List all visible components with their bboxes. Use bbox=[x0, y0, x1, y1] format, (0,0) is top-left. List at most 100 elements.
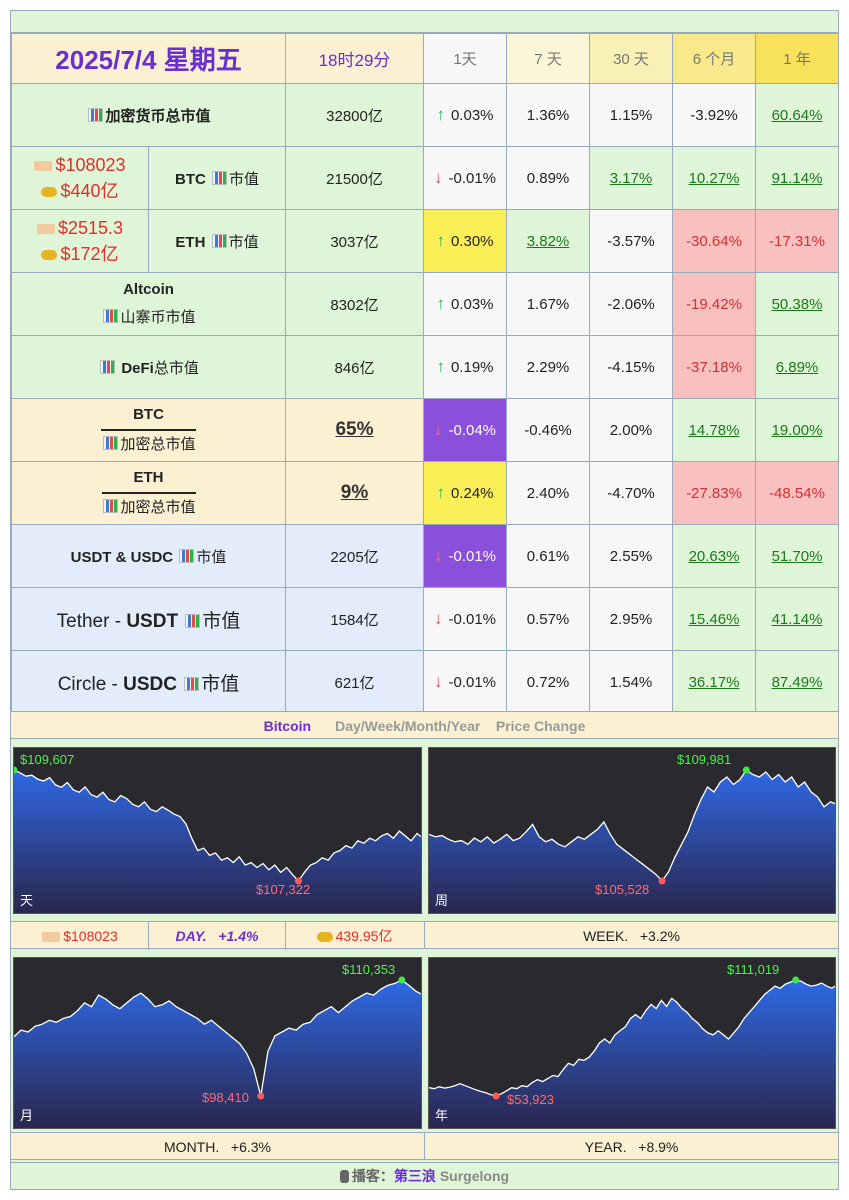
time-title: 18时29分 bbox=[318, 51, 391, 70]
max-point bbox=[742, 766, 750, 774]
row-label: Altcoin 山寨币市值 bbox=[11, 272, 286, 336]
change-30d: 1.15% bbox=[589, 83, 673, 147]
tab-30d[interactable]: 30 天 bbox=[589, 33, 673, 84]
row-label: DeFi总市值 bbox=[11, 335, 286, 399]
change-6m: -3.92% bbox=[672, 83, 756, 147]
chart-period-label: 周 bbox=[435, 893, 449, 908]
row-value: 8302亿 bbox=[285, 272, 424, 336]
row-label: USDT & USDC 市值 bbox=[11, 524, 286, 588]
week-change: WEEK. +3.2% bbox=[424, 921, 838, 949]
change-1d: ↓ -0.01% bbox=[423, 524, 507, 588]
row-usdc: Circle - USDC 市值 621亿 ↓ -0.01% 0.72% 1.54… bbox=[11, 650, 839, 714]
eth-price-cell: $2515.3 $172亿 bbox=[11, 209, 149, 273]
footer-prefix: 播客： bbox=[351, 1168, 394, 1184]
change-1y[interactable]: 60.64% bbox=[755, 83, 839, 147]
bar-chart-icon bbox=[211, 233, 227, 248]
change-1y[interactable]: 91.14% bbox=[755, 146, 839, 210]
tab-7d[interactable]: 7 天 bbox=[506, 33, 590, 84]
chart-year-svg bbox=[429, 976, 835, 1128]
day-info-bar: $108023 DAY. +1.4% 439.95亿 bbox=[11, 921, 424, 950]
chart-week[interactable]: $109,981 $105,528 周 bbox=[428, 747, 836, 914]
row-value: 621亿 bbox=[285, 650, 424, 714]
price-tag-icon bbox=[36, 224, 55, 235]
row-defi: DeFi总市值 846亿 ↑ 0.19% 2.29% -4.15% -37.18%… bbox=[11, 335, 839, 399]
row-value: 21500亿 bbox=[285, 146, 424, 210]
coins-icon bbox=[41, 187, 58, 198]
change-7d: -0.46% bbox=[506, 398, 590, 462]
change-1y[interactable]: 41.14% bbox=[755, 587, 839, 651]
header-row: 2025/7/4 星期五 18时29分 1天 7 天 30 天 6 个月 1 年 bbox=[11, 33, 839, 84]
min-point bbox=[492, 1092, 500, 1100]
change-6m[interactable]: 20.63% bbox=[672, 524, 756, 588]
max-point bbox=[398, 976, 406, 984]
eth-price: $2515.3 bbox=[57, 218, 124, 238]
min-point bbox=[658, 877, 666, 885]
arrow-down-icon: ↓ bbox=[433, 546, 443, 565]
change-1y: -48.54% bbox=[755, 461, 839, 525]
podcast-handle[interactable]: Surgelong bbox=[439, 1168, 510, 1184]
change-1d: ↓ -0.01% bbox=[423, 587, 507, 651]
change-6m[interactable]: 15.46% bbox=[672, 587, 756, 651]
date-title: 2025/7/4 星期五 bbox=[55, 45, 242, 75]
change-1y[interactable]: 87.49% bbox=[755, 650, 839, 714]
row-value: 65% bbox=[285, 398, 424, 462]
tab-6m[interactable]: 6 个月 bbox=[672, 33, 756, 84]
time-cell: 18时29分 bbox=[285, 33, 424, 84]
change-6m: -19.42% bbox=[672, 272, 756, 336]
change-30d: 2.00% bbox=[589, 398, 673, 462]
row-btc-dominance: BTC 加密总市值 65% ↓ -0.04% -0.46% 2.00% 14.78… bbox=[11, 398, 839, 462]
bar-chart-icon bbox=[185, 613, 201, 628]
chart-year[interactable]: $111,019 $53,923 年 bbox=[428, 957, 836, 1129]
price-tag-icon bbox=[34, 161, 53, 172]
change-1y[interactable]: 6.89% bbox=[755, 335, 839, 399]
tab-1y[interactable]: 1 年 bbox=[755, 33, 839, 84]
price-tag-icon bbox=[42, 932, 61, 943]
row-label: ETH 市值 bbox=[148, 209, 286, 273]
coins-icon bbox=[41, 250, 58, 261]
change-6m[interactable]: 36.17% bbox=[672, 650, 756, 714]
change-6m: -30.64% bbox=[672, 209, 756, 273]
chart-day[interactable]: $109,607 $107,322 天 bbox=[13, 747, 422, 914]
arrow-down-icon: ↓ bbox=[433, 672, 443, 691]
change-6m: -37.18% bbox=[672, 335, 756, 399]
arrow-up-icon: ↑ bbox=[436, 231, 445, 250]
btc-price-cell: $108023 $440亿 bbox=[11, 146, 149, 210]
arrow-up-icon: ↑ bbox=[436, 105, 445, 124]
microphone-icon bbox=[339, 1170, 349, 1183]
btc-price: $108023 bbox=[63, 928, 118, 944]
row-label: ETH 加密总市值 bbox=[11, 461, 286, 525]
bitcoin-section-title: Bitcoin Day/Week/Month/Year Price Change bbox=[11, 711, 838, 739]
bar-chart-icon bbox=[103, 436, 119, 450]
chart-month-svg bbox=[14, 976, 421, 1128]
arrow-down-icon: ↓ bbox=[433, 609, 443, 628]
bar-chart-icon bbox=[103, 499, 119, 513]
btc-price: $108023 bbox=[55, 155, 126, 175]
chart-min-label: $98,410 bbox=[202, 1090, 249, 1105]
change-1y[interactable]: 50.38% bbox=[755, 272, 839, 336]
change-1d: ↑ 0.19% bbox=[423, 335, 507, 399]
row-altcoin: Altcoin 山寨币市值 8302亿 ↑ 0.03% 1.67% -2.06% … bbox=[11, 272, 839, 336]
chart-month[interactable]: $110,353 $98,410 月 bbox=[13, 957, 422, 1129]
max-point bbox=[14, 766, 18, 774]
podcast-name[interactable]: 第三浪 bbox=[393, 1168, 436, 1184]
change-7d: 2.40% bbox=[506, 461, 590, 525]
arrow-up-icon: ↑ bbox=[436, 483, 445, 502]
change-6m[interactable]: 14.78% bbox=[672, 398, 756, 462]
chart-period-label: 月 bbox=[20, 1108, 34, 1123]
row-value: 3037亿 bbox=[285, 209, 424, 273]
chart-max-label: $109,607 bbox=[20, 752, 75, 767]
arrow-up-icon: ↑ bbox=[436, 294, 445, 313]
change-7d: 0.61% bbox=[506, 524, 590, 588]
change-1y[interactable]: 19.00% bbox=[755, 398, 839, 462]
tab-1d[interactable]: 1天 bbox=[423, 33, 507, 84]
change-7d[interactable]: 3.82% bbox=[506, 209, 590, 273]
chart-min-label: $107,322 bbox=[256, 882, 311, 897]
day-change: DAY. +1.4% bbox=[149, 922, 286, 950]
eth-volume: $172亿 bbox=[60, 244, 119, 264]
change-30d[interactable]: 3.17% bbox=[589, 146, 673, 210]
min-point bbox=[257, 1092, 265, 1100]
change-6m[interactable]: 10.27% bbox=[672, 146, 756, 210]
change-1y[interactable]: 51.70% bbox=[755, 524, 839, 588]
chart-week-svg bbox=[429, 766, 835, 913]
change-7d: 2.29% bbox=[506, 335, 590, 399]
